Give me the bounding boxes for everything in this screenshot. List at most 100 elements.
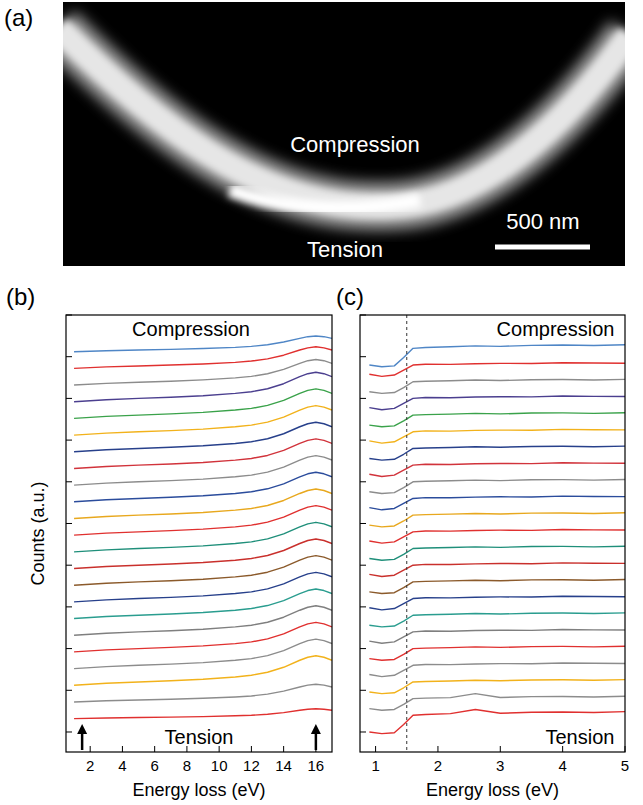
spectrum-line (74, 406, 332, 436)
spectrum-line (74, 684, 332, 702)
annotation: Compression (497, 318, 615, 340)
x-tick-label: 10 (211, 757, 228, 774)
spectrum-line (74, 639, 332, 669)
spectrum-line (369, 446, 625, 460)
plot-area (369, 315, 625, 752)
y-tick (66, 523, 72, 524)
spectrum-line (369, 379, 625, 393)
panel-label: (b) (6, 283, 35, 310)
spectrum-line (74, 389, 332, 419)
annotation: Tension (165, 726, 234, 748)
spectrum-line (369, 694, 625, 711)
annotation: Tension (545, 726, 614, 748)
scale-bar-label: 500 nm (506, 209, 579, 234)
x-tick-label: 3 (496, 757, 504, 774)
spectrum-line (369, 345, 625, 367)
nanowire (63, 28, 625, 206)
arrow-head (77, 724, 87, 734)
x-tick-label: 2 (86, 757, 94, 774)
y-tick (360, 606, 366, 607)
x-tick (251, 746, 252, 752)
y-tick (66, 440, 72, 441)
spectrum-line (369, 563, 625, 577)
spectrum-line (369, 396, 625, 410)
spectrum-line (74, 506, 332, 536)
nanowire-highlight (230, 190, 420, 208)
x-tick (500, 746, 501, 752)
spectrum-line (74, 709, 332, 719)
x-tick-label: 1 (371, 757, 379, 774)
spectrum-line (74, 522, 332, 552)
x-tick-label: 16 (308, 757, 325, 774)
y-tick (66, 731, 72, 732)
annotation: Compression (290, 132, 420, 157)
spectrum-line (369, 613, 625, 627)
spectrum-line (369, 530, 625, 544)
y-axis-title: Counts (a.u.) (28, 481, 48, 585)
plot-area (74, 336, 332, 750)
spectrum-line (74, 472, 332, 502)
annotation: Tension (307, 237, 383, 262)
y-tick (360, 315, 366, 316)
y-tick (360, 481, 366, 482)
scale-bar (495, 245, 590, 250)
spectrum-line (74, 439, 332, 469)
spectrum-line (74, 622, 332, 652)
plot-frame (66, 315, 332, 752)
spectrum-line (369, 630, 625, 644)
y-tick (360, 690, 366, 691)
x-tick (437, 746, 438, 752)
y-tick (66, 481, 72, 482)
x-tick (625, 746, 626, 752)
spectrum-line (369, 413, 625, 427)
spectrum-line (369, 663, 625, 677)
x-tick-label: 5 (621, 757, 629, 774)
spectrum-line (74, 372, 332, 402)
x-tick (90, 746, 91, 752)
y-tick (360, 398, 366, 399)
spectrum-line (74, 539, 332, 569)
x-axis-title: Energy loss (eV) (132, 780, 265, 800)
x-tick (122, 746, 123, 752)
x-tick (154, 746, 155, 752)
spectrum-line (74, 572, 332, 602)
y-tick (360, 356, 366, 357)
y-tick (360, 440, 366, 441)
spectrum-line (74, 589, 332, 619)
x-tick-label: 8 (183, 757, 191, 774)
x-tick (283, 746, 284, 752)
y-tick (66, 356, 72, 357)
x-axis-title: Energy loss (eV) (426, 780, 559, 800)
annotation: Compression (132, 318, 250, 340)
spectrum-line (369, 580, 625, 594)
x-tick (315, 746, 316, 752)
x-tick-label: 6 (150, 757, 158, 774)
figure: CompressionTension500 nm(a)246810121416E… (0, 0, 643, 805)
spectrum-line (369, 429, 625, 443)
spectrum-line (74, 489, 332, 519)
y-tick (66, 648, 72, 649)
y-tick (66, 565, 72, 566)
spectrum-line (369, 496, 625, 510)
spectrum-line (369, 646, 625, 660)
plot-frame (360, 315, 625, 752)
panel-label: (c) (336, 283, 364, 310)
panel-label: (a) (4, 4, 33, 31)
x-tick-label: 12 (243, 757, 260, 774)
y-tick (360, 731, 366, 732)
spectrum-line (74, 556, 332, 586)
spectrum-line (369, 479, 625, 493)
spectrum-line (369, 546, 625, 560)
y-tick (360, 648, 366, 649)
x-tick-label: 2 (434, 757, 442, 774)
spectrum-line (369, 363, 625, 377)
arrow (77, 724, 87, 750)
reference-line (406, 315, 407, 752)
nanowire-glow (63, 28, 625, 206)
arrow-shaft (81, 732, 84, 750)
y-tick (66, 315, 72, 316)
micrograph (63, 28, 625, 208)
arrow-head (311, 724, 321, 734)
y-tick (66, 690, 72, 691)
y-tick (66, 398, 72, 399)
